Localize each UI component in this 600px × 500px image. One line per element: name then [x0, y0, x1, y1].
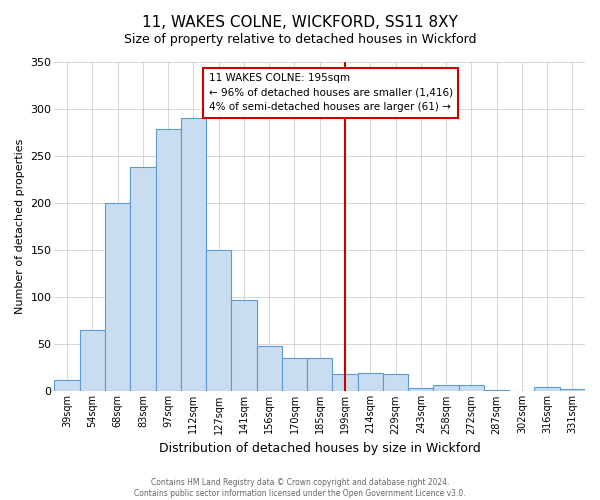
Bar	[535, 386, 560, 392]
Bar	[105, 203, 130, 392]
Bar	[560, 388, 585, 392]
Bar	[484, 390, 509, 392]
Bar	[433, 385, 458, 392]
Text: 11 WAKES COLNE: 195sqm
← 96% of detached houses are smaller (1,416)
4% of semi-d: 11 WAKES COLNE: 195sqm ← 96% of detached…	[209, 73, 452, 112]
Bar	[80, 330, 105, 392]
Y-axis label: Number of detached properties: Number of detached properties	[15, 139, 25, 314]
Text: Contains HM Land Registry data © Crown copyright and database right 2024.
Contai: Contains HM Land Registry data © Crown c…	[134, 478, 466, 498]
X-axis label: Distribution of detached houses by size in Wickford: Distribution of detached houses by size …	[159, 442, 481, 455]
Bar	[181, 118, 206, 392]
Bar	[458, 385, 484, 392]
Bar	[232, 300, 257, 392]
Bar	[257, 346, 282, 392]
Bar	[358, 372, 383, 392]
Bar	[130, 167, 155, 392]
Bar	[282, 358, 307, 392]
Bar	[55, 380, 80, 392]
Bar	[307, 358, 332, 392]
Bar	[383, 374, 408, 392]
Bar	[332, 374, 358, 392]
Bar	[155, 130, 181, 392]
Text: 11, WAKES COLNE, WICKFORD, SS11 8XY: 11, WAKES COLNE, WICKFORD, SS11 8XY	[142, 15, 458, 30]
Bar	[206, 250, 232, 392]
Text: Size of property relative to detached houses in Wickford: Size of property relative to detached ho…	[124, 32, 476, 46]
Bar	[408, 388, 433, 392]
